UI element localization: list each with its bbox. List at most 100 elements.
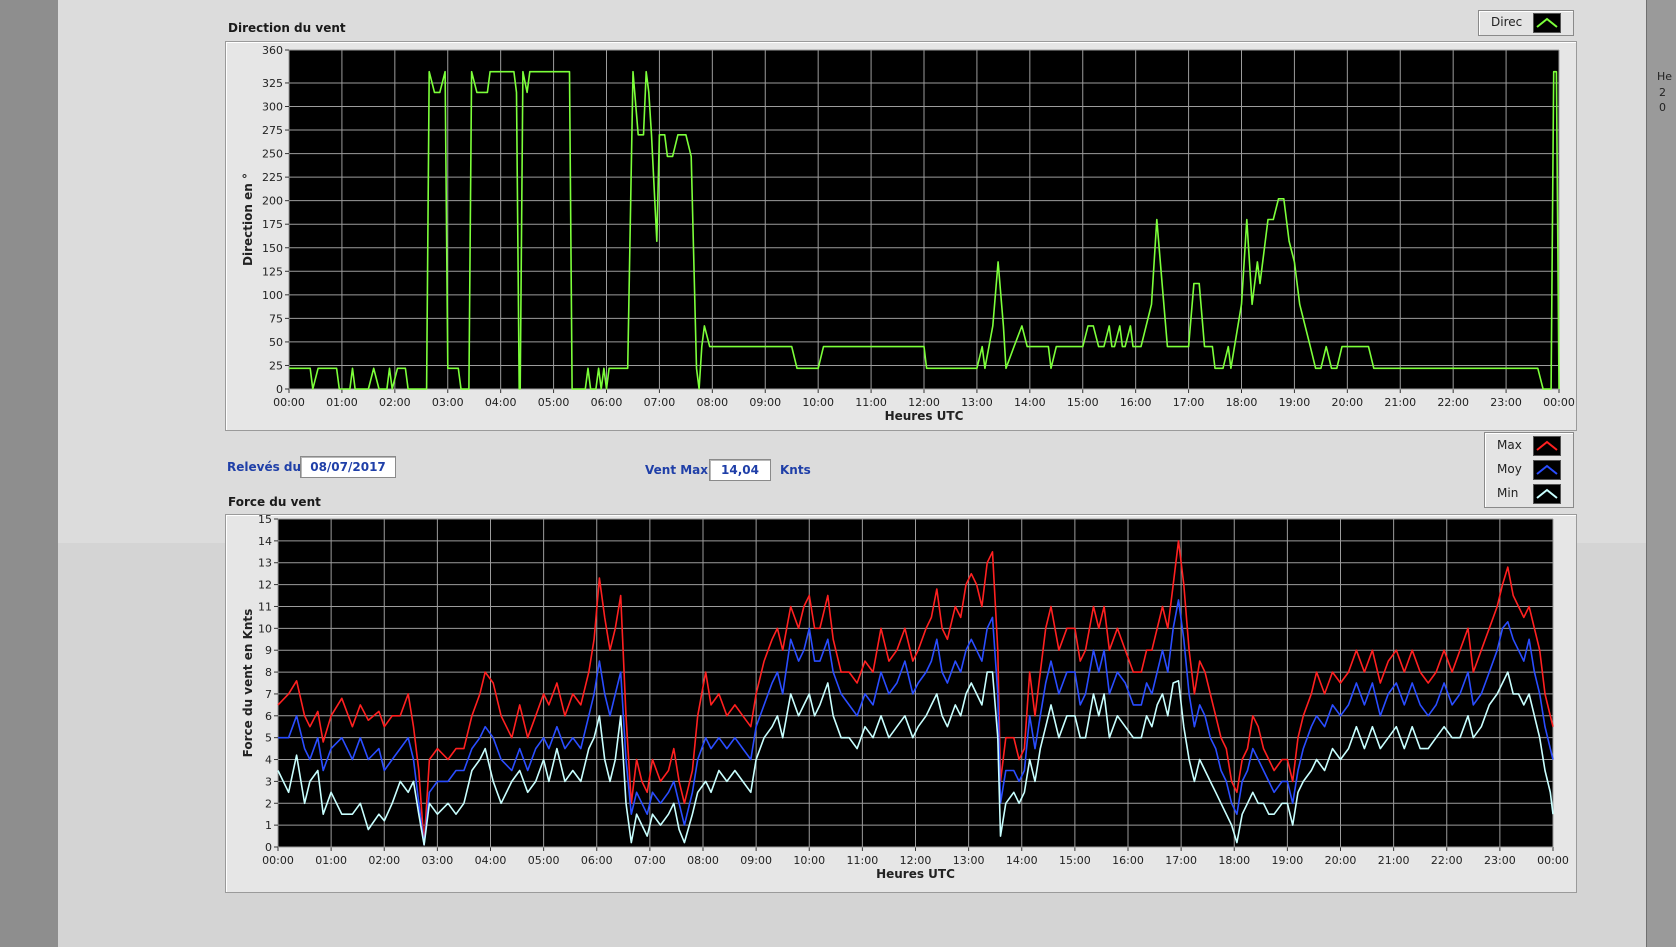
direction-x-tick-label: 06:00 <box>591 396 623 409</box>
direction-y-tick-label: 0 <box>276 383 283 396</box>
force-x-tick-label: 01:00 <box>315 854 347 867</box>
force-y-tick-label: 13 <box>258 557 272 570</box>
legend-label-max: Max <box>1497 438 1522 452</box>
direction-x-tick-label: 02:00 <box>379 396 411 409</box>
force-y-tick-label: 10 <box>258 622 272 635</box>
direction-y-tick-label: 175 <box>262 218 283 231</box>
legend-line-min-icon <box>1536 488 1558 499</box>
direction-x-tick-label: 21:00 <box>1384 396 1416 409</box>
force-x-tick-label: 20:00 <box>1325 854 1357 867</box>
force-y-tick-label: 11 <box>258 600 272 613</box>
force-x-tick-label: 12:00 <box>900 854 932 867</box>
direction-series-direc <box>289 70 1560 390</box>
force-y-tick-label: 12 <box>258 579 272 592</box>
force-y-tick-label: 6 <box>265 710 272 723</box>
force-y-tick-label: 7 <box>265 688 272 701</box>
direction-y-tick-label: 275 <box>262 124 283 137</box>
direction-x-tick-label: 10:00 <box>802 396 834 409</box>
force-y-tick-label: 9 <box>265 644 272 657</box>
direction-x-tick-label: 03:00 <box>432 396 464 409</box>
force-series-max <box>277 540 1554 846</box>
direction-x-tick-label: 00:00 <box>1543 396 1575 409</box>
force-x-tick-label: 05:00 <box>528 854 560 867</box>
force-y-tick-label: 8 <box>265 666 272 679</box>
direction-y-tick-label: 200 <box>262 195 283 208</box>
force-x-tick-label: 18:00 <box>1218 854 1250 867</box>
direction-x-tick-label: 19:00 <box>1279 396 1311 409</box>
force-x-tick-label: 15:00 <box>1059 854 1091 867</box>
force-x-tick-label: 06:00 <box>581 854 613 867</box>
direction-legend: Direc <box>1478 10 1574 36</box>
force-x-tick-label: 21:00 <box>1378 854 1410 867</box>
releves-label: Relevés du <box>227 460 302 474</box>
force-x-tick-label: 16:00 <box>1112 854 1144 867</box>
date-field[interactable]: 08/07/2017 <box>300 456 396 478</box>
force-y-tick-label: 3 <box>265 775 272 788</box>
force-x-tick-label: 23:00 <box>1484 854 1516 867</box>
legend-label-moy: Moy <box>1497 462 1522 476</box>
direction-x-tick-label: 12:00 <box>908 396 940 409</box>
direction-y-tick-label: 25 <box>269 359 283 372</box>
direction-y-tick-label: 360 <box>262 44 283 57</box>
force-x-tick-label: 00:00 <box>262 854 294 867</box>
direction-y-tick-label: 100 <box>262 289 283 302</box>
direction-x-tick-label: 13:00 <box>961 396 993 409</box>
direction-x-tick-label: 08:00 <box>696 396 728 409</box>
legend-line-direc-icon <box>1536 17 1558 28</box>
force-x-tick-label: 10:00 <box>793 854 825 867</box>
direction-x-tick-label: 04:00 <box>485 396 517 409</box>
legend-swatch-min <box>1533 484 1561 504</box>
force-x-tick-label: 09:00 <box>740 854 772 867</box>
force-y-tick-label: 15 <box>258 515 272 526</box>
force-x-tick-label: 02:00 <box>368 854 400 867</box>
direction-x-tick-label: 20:00 <box>1331 396 1363 409</box>
direction-x-tick-label: 09:00 <box>749 396 781 409</box>
legend-label-min: Min <box>1497 486 1519 500</box>
force-x-tick-label: 08:00 <box>687 854 719 867</box>
legend-line-max-icon <box>1536 440 1558 451</box>
direction-x-tick-label: 23:00 <box>1490 396 1522 409</box>
force-x-tick-label: 13:00 <box>953 854 985 867</box>
force-x-tick-label: 19:00 <box>1272 854 1304 867</box>
force-chart-title: Force du vent <box>228 495 321 509</box>
direction-x-tick-label: 05:00 <box>538 396 570 409</box>
vent-max-label: Vent Max <box>645 463 709 477</box>
force-chart-frame: 00:00 01:00 02:00 03:00 04:00 05:00 06:00 07:00… <box>225 513 1577 893</box>
direction-y-tick-label: 225 <box>262 171 283 184</box>
direction-y-tick-label: 75 <box>269 312 283 325</box>
direction-chart-frame: 00:00 01:00 02:00 03:00 04:00 05:00 06:00 07:00… <box>225 41 1577 431</box>
force-x-tick-label: 22:00 <box>1431 854 1463 867</box>
legend-label-direc: Direc <box>1491 15 1523 29</box>
force-chart: 00:00 01:00 02:00 03:00 04:00 05:00 06:00 07:00… <box>241 513 1569 881</box>
direction-y-tick-label: 50 <box>269 336 283 349</box>
direction-x-tick-label: 00:00 <box>273 396 305 409</box>
direction-x-tick-label: 17:00 <box>1173 396 1205 409</box>
direction-y-tick-label: 250 <box>262 148 283 161</box>
direction-x-tick-label: 01:00 <box>326 396 358 409</box>
force-y-tick-label: 1 <box>265 819 272 832</box>
direction-chart: 00:00 01:00 02:00 03:00 04:00 05:00 06:00 07:00… <box>241 44 1575 423</box>
force-y-tick-label: 2 <box>265 797 272 810</box>
legend-swatch-max <box>1533 436 1561 456</box>
legend-line-moy-icon <box>1536 464 1558 475</box>
side-panel-label: He <box>1657 70 1673 83</box>
side-panel-value-2: 0 <box>1659 101 1666 114</box>
direction-chart-title: Direction du vent <box>228 21 346 35</box>
side-panel-edge: He 2 0 <box>1646 0 1676 947</box>
force-series-min <box>277 671 1554 846</box>
force-y-tick-label: 5 <box>265 732 272 745</box>
legend-swatch-moy <box>1533 460 1561 480</box>
force-x-axis-label: Heures UTC <box>876 867 955 881</box>
force-x-tick-label: 00:00 <box>1537 854 1569 867</box>
force-x-tick-label: 11:00 <box>847 854 879 867</box>
direction-x-tick-label: 16:00 <box>1120 396 1152 409</box>
force-x-tick-label: 07:00 <box>634 854 666 867</box>
side-panel-value-1: 2 <box>1659 86 1666 99</box>
direction-y-tick-label: 325 <box>262 77 283 90</box>
direction-x-tick-label: 14:00 <box>1014 396 1046 409</box>
direction-x-tick-label: 18:00 <box>1226 396 1258 409</box>
direction-x-axis-label: Heures UTC <box>885 409 964 423</box>
force-legend: Max Moy Min <box>1484 432 1574 508</box>
force-y-axis-label: Force du vent en Knts <box>241 609 255 758</box>
vent-max-field[interactable]: 14,04 <box>709 459 771 481</box>
